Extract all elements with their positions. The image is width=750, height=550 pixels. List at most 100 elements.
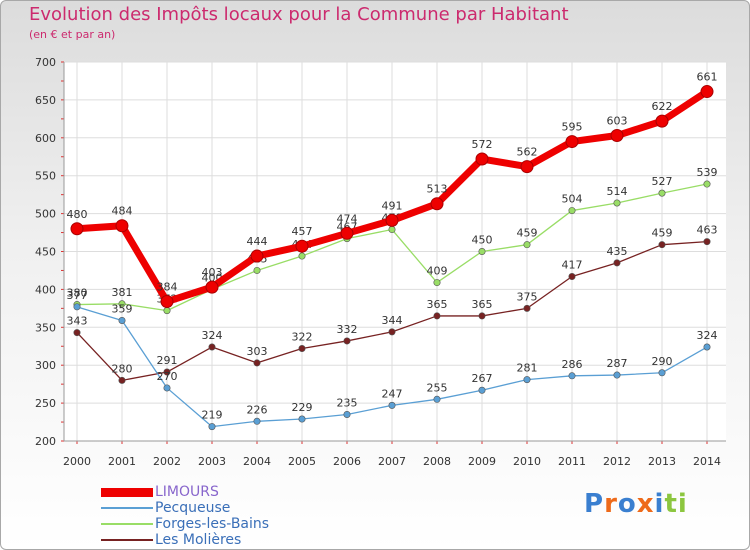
data-label: 603 <box>607 115 628 128</box>
data-label: 450 <box>472 234 493 247</box>
data-label: 287 <box>607 357 628 370</box>
x-tick-label: 2006 <box>333 455 361 468</box>
y-tick-label: 500 <box>35 208 56 221</box>
data-label: 514 <box>607 185 628 198</box>
data-point <box>658 369 666 377</box>
logo-letter: i <box>654 489 665 519</box>
y-tick-label: 350 <box>35 321 56 334</box>
data-point <box>343 410 351 418</box>
data-point <box>295 239 309 253</box>
data-point <box>478 312 486 320</box>
data-point <box>478 386 486 394</box>
logo-letter: i <box>677 489 688 519</box>
x-tick-label: 2007 <box>378 455 406 468</box>
data-point <box>388 328 396 336</box>
data-label: 226 <box>247 403 268 416</box>
data-point <box>433 279 441 287</box>
y-tick-label: 250 <box>35 397 56 410</box>
data-label: 484 <box>112 205 133 218</box>
data-label: 459 <box>517 227 538 240</box>
data-point <box>610 129 624 143</box>
data-point <box>613 259 621 267</box>
data-label: 457 <box>292 225 313 238</box>
data-label: 377 <box>67 289 88 302</box>
data-point <box>433 395 441 403</box>
data-point <box>433 312 441 320</box>
logo-letter: r <box>604 489 618 519</box>
data-point <box>163 384 171 392</box>
data-label: 267 <box>472 372 493 385</box>
logo-letter: o <box>617 489 637 519</box>
data-point <box>250 249 264 263</box>
data-point <box>523 376 531 384</box>
data-point <box>568 273 576 281</box>
legend-swatch <box>101 507 153 509</box>
chart-subtitle: (en € et par an) <box>29 28 116 41</box>
data-label: 572 <box>472 138 493 151</box>
data-point <box>388 401 396 409</box>
logo-letter: P <box>584 489 605 519</box>
data-point <box>253 359 261 367</box>
data-label: 444 <box>247 235 268 248</box>
data-point <box>568 372 576 380</box>
data-point <box>115 219 129 233</box>
data-label: 513 <box>427 183 448 196</box>
x-tick-label: 2001 <box>108 455 136 468</box>
x-tick-label: 2011 <box>558 455 586 468</box>
data-label: 384 <box>157 281 178 294</box>
y-tick-label: 200 <box>35 435 56 448</box>
x-tick-label: 2002 <box>153 455 181 468</box>
data-label: 359 <box>112 302 133 315</box>
x-tick-label: 2003 <box>198 455 226 468</box>
legend-label: Pecqueuse <box>155 500 231 516</box>
data-point <box>298 252 306 260</box>
y-tick-label: 450 <box>35 246 56 259</box>
legend-swatch <box>101 539 153 541</box>
data-label: 661 <box>697 71 718 84</box>
data-label: 291 <box>157 354 178 367</box>
data-label: 409 <box>427 265 448 278</box>
data-label: 280 <box>112 362 133 375</box>
data-point <box>70 222 84 236</box>
data-point <box>118 316 126 324</box>
legend-label: Forges-les-Bains <box>155 516 270 532</box>
x-tick-label: 2009 <box>468 455 496 468</box>
data-label: 435 <box>607 245 628 258</box>
data-point <box>253 417 261 425</box>
x-tick-label: 2010 <box>513 455 541 468</box>
data-point <box>523 304 531 312</box>
data-label: 235 <box>337 396 358 409</box>
data-point <box>163 307 171 315</box>
data-point <box>118 300 126 308</box>
data-label: 324 <box>202 329 223 342</box>
data-point <box>658 189 666 197</box>
data-label: 255 <box>427 381 448 394</box>
y-tick-label: 700 <box>35 56 56 69</box>
data-label: 480 <box>67 208 88 221</box>
data-point <box>703 180 711 188</box>
chart-title: Evolution des Impôts locaux pour la Comm… <box>29 4 569 25</box>
legend-swatch <box>101 487 153 497</box>
data-label: 375 <box>517 290 538 303</box>
data-point <box>73 329 81 337</box>
data-label: 463 <box>697 224 718 237</box>
data-point <box>253 266 261 274</box>
data-label: 491 <box>382 199 403 212</box>
data-label: 527 <box>652 175 673 188</box>
data-point <box>385 213 399 227</box>
y-tick-label: 400 <box>35 283 56 296</box>
data-label: 270 <box>157 370 178 383</box>
data-point <box>73 303 81 311</box>
data-point <box>205 280 219 294</box>
x-tick-label: 2012 <box>603 455 631 468</box>
data-point <box>298 345 306 353</box>
data-point <box>388 226 396 234</box>
data-label: 539 <box>697 166 718 179</box>
data-label: 332 <box>337 323 358 336</box>
y-tick-label: 550 <box>35 170 56 183</box>
data-label: 365 <box>427 298 448 311</box>
data-label: 286 <box>562 358 583 371</box>
data-label: 381 <box>112 286 133 299</box>
logo-letter: t <box>664 489 678 519</box>
data-point <box>700 85 714 99</box>
